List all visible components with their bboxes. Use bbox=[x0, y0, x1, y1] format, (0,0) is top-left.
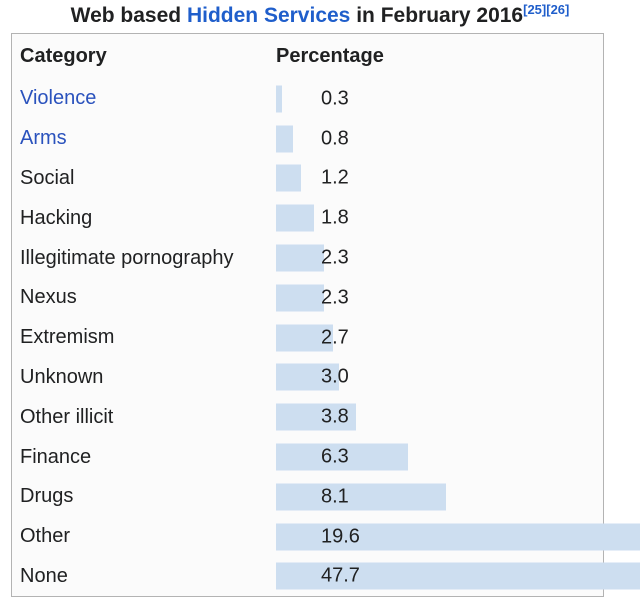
table-row: Arms 0.8 bbox=[12, 119, 603, 159]
category-label: Nexus bbox=[20, 286, 77, 309]
category-cell: Arms bbox=[12, 127, 276, 150]
table-row: Violence 0.3 bbox=[12, 79, 603, 119]
chart-title: Web based Hidden Services in February 20… bbox=[0, 0, 640, 33]
percentage-bar bbox=[276, 204, 314, 232]
percentage-value: 0.3 bbox=[321, 87, 349, 110]
category-label: Drugs bbox=[20, 485, 74, 508]
table-row: Social 1.2 bbox=[12, 159, 603, 199]
table-row: Nexus 2.3 bbox=[12, 278, 603, 318]
category-cell: Nexus bbox=[12, 286, 276, 309]
percentage-bar bbox=[276, 562, 640, 590]
table-row: Unknown 3.0 bbox=[12, 358, 603, 398]
percentage-cell: 3.0 bbox=[276, 358, 603, 398]
category-cell: Finance bbox=[12, 446, 276, 469]
category-cell: Social bbox=[12, 167, 276, 190]
percentage-cell: 0.8 bbox=[276, 119, 603, 159]
percentage-bar bbox=[276, 523, 640, 551]
percentage-bar bbox=[276, 164, 302, 192]
percentage-value: 0.8 bbox=[321, 127, 349, 150]
percentage-cell: 2.7 bbox=[276, 318, 603, 358]
hidden-services-link[interactable]: Hidden Services bbox=[186, 4, 351, 27]
category-header: Category bbox=[20, 45, 107, 67]
category-cell: Other illicit bbox=[12, 406, 276, 429]
percentage-value: 47.7 bbox=[321, 564, 360, 587]
category-cell: Hacking bbox=[12, 207, 276, 230]
category-label: Illegitimate pornography bbox=[20, 246, 234, 269]
percentage-bar bbox=[276, 324, 333, 352]
table-row: Other 19.6 bbox=[12, 517, 640, 557]
category-label: Social bbox=[20, 166, 75, 189]
percentage-bar bbox=[276, 363, 339, 391]
percentage-value: 3.0 bbox=[321, 365, 349, 388]
category-link[interactable]: Violence bbox=[20, 87, 97, 110]
percentage-value: 2.7 bbox=[321, 326, 349, 349]
table-row: Finance 6.3 bbox=[12, 437, 603, 477]
category-cell: Illegitimate pornography bbox=[12, 247, 276, 270]
percentage-cell: 1.2 bbox=[276, 159, 603, 199]
percentage-value: 8.1 bbox=[321, 485, 349, 508]
category-label: Unknown bbox=[20, 365, 104, 388]
hidden-services-table: Category Percentage Violence 0.3 Arms 0.… bbox=[11, 33, 640, 597]
category-label: Finance bbox=[20, 445, 92, 468]
percentage-value: 1.8 bbox=[321, 206, 349, 229]
percentage-bar bbox=[276, 244, 325, 272]
percentage-cell: 6.3 bbox=[276, 437, 603, 477]
category-link[interactable]: Arms bbox=[20, 127, 67, 150]
percentage-value: 1.2 bbox=[321, 166, 349, 189]
percentage-cell: 19.6 bbox=[276, 517, 640, 557]
table-body: Violence 0.3 Arms 0.8 Social 1.2 Hacking bbox=[12, 79, 640, 597]
percentage-cell: 1.8 bbox=[276, 198, 603, 238]
percentage-bar bbox=[276, 284, 325, 312]
category-label: Other bbox=[20, 525, 71, 548]
percentage-bar bbox=[276, 483, 447, 511]
table-row: Extremism 2.7 bbox=[12, 318, 603, 358]
table-row: Drugs 8.1 bbox=[12, 477, 603, 517]
table-row: Illegitimate pornography 2.3 bbox=[12, 238, 603, 278]
category-label: Other illicit bbox=[20, 405, 114, 428]
percentage-value: 3.8 bbox=[321, 405, 349, 428]
category-cell: Other bbox=[12, 525, 276, 548]
table-row: None 47.7 bbox=[12, 557, 640, 597]
percentage-cell: 0.3 bbox=[276, 79, 603, 119]
percentage-cell: 47.7 bbox=[276, 557, 640, 597]
category-cell: Unknown bbox=[12, 366, 276, 389]
percentage-bar bbox=[276, 85, 283, 113]
title-references: [25][26] bbox=[523, 2, 569, 17]
percentage-cell: 3.8 bbox=[276, 397, 603, 437]
percentage-cell: 2.3 bbox=[276, 278, 603, 318]
table-header-row: Category Percentage bbox=[12, 34, 603, 79]
percentage-bar bbox=[276, 125, 293, 153]
reference-26-link[interactable]: [26] bbox=[546, 2, 570, 17]
category-cell: Extremism bbox=[12, 326, 276, 349]
table-row: Hacking 1.8 bbox=[12, 198, 603, 238]
title-text-prefix: Web based bbox=[70, 4, 187, 27]
category-cell: Drugs bbox=[12, 485, 276, 508]
category-cell: Violence bbox=[12, 87, 276, 110]
percentage-value: 19.6 bbox=[321, 525, 360, 548]
percentage-cell: 8.1 bbox=[276, 477, 603, 517]
percentage-bar bbox=[276, 403, 356, 431]
category-cell: None bbox=[12, 565, 276, 588]
category-label: Extremism bbox=[20, 326, 115, 349]
percentage-value: 2.3 bbox=[321, 246, 349, 269]
title-text-suffix: in February 2016 bbox=[350, 4, 524, 27]
percentage-value: 6.3 bbox=[321, 445, 349, 468]
percentage-header: Percentage bbox=[276, 45, 384, 67]
percentage-value: 2.3 bbox=[321, 286, 349, 309]
percentage-cell: 2.3 bbox=[276, 238, 603, 278]
category-label: None bbox=[20, 564, 68, 587]
table-row: Other illicit 3.8 bbox=[12, 397, 603, 437]
percentage-bar bbox=[276, 443, 409, 471]
reference-25-link[interactable]: [25] bbox=[523, 2, 547, 17]
category-label: Hacking bbox=[20, 206, 93, 229]
